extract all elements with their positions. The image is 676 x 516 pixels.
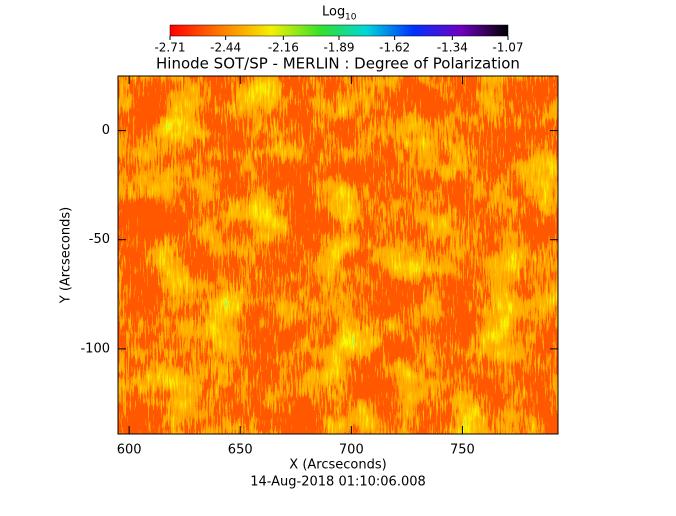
colorbar-tick-label: -1.62 [379,41,410,55]
colorbar-tick-label: -1.34 [437,41,468,55]
colorbar-tick-label: -1.89 [323,41,354,55]
colorbar-tick-label: -2.44 [210,41,241,55]
colorbar [169,24,509,37]
plot-frame [117,75,559,435]
colorbar-tick-label: -2.16 [268,41,299,55]
colorbar-tick-label: -2.71 [154,41,185,55]
x-tick-label: 700 [339,443,364,458]
x-tick-label: 650 [228,443,253,458]
x-tick-label: 600 [117,443,142,458]
x-axis-label: X (Arcseconds) [289,458,386,473]
y-tick-label: -100 [80,341,110,356]
y-tick-label: -50 [89,232,110,247]
colorbar-label-sub: 10 [345,13,357,23]
footer-date: 14-Aug-2018 01:10:06.008 [250,475,426,490]
heatmap-image [118,76,558,434]
y-axis-label: Y (Arcseconds) [59,207,74,304]
chart-title: Hinode SOT/SP - MERLIN : Degree of Polar… [156,55,520,73]
colorbar-label: Log [322,5,345,20]
x-tick-label: 750 [450,443,475,458]
y-tick-label: 0 [102,123,110,138]
colorbar-tick-label: -1.07 [492,41,523,55]
